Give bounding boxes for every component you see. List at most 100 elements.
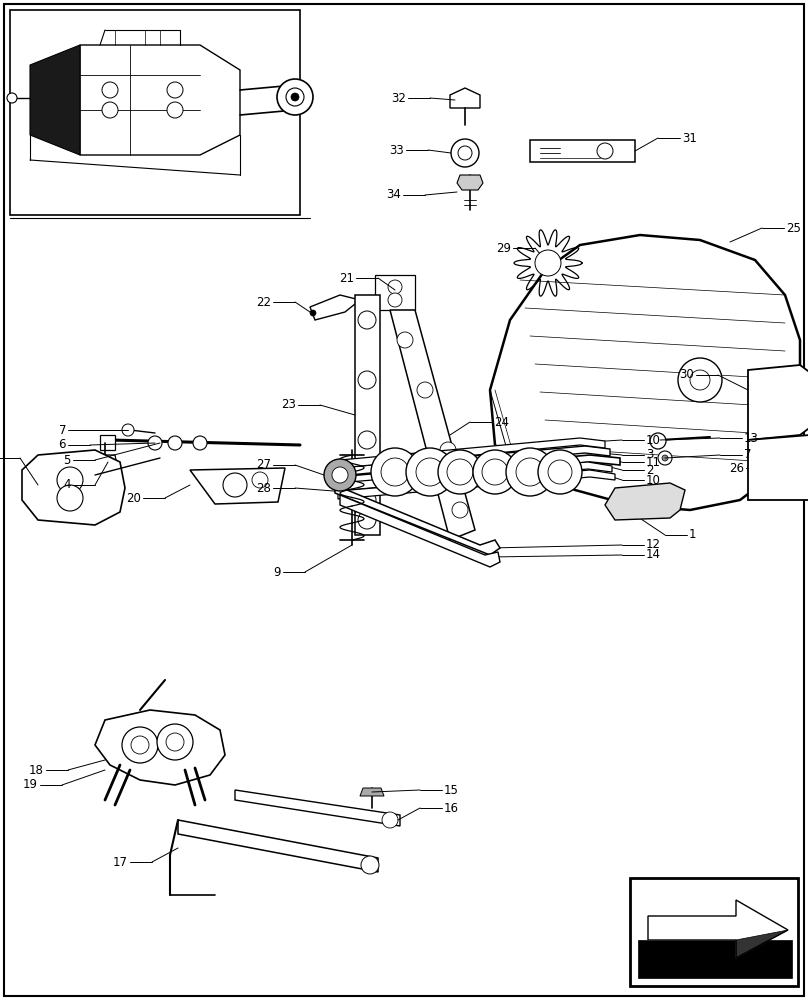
Text: 7: 7: [744, 448, 751, 462]
Polygon shape: [360, 788, 384, 796]
Circle shape: [451, 139, 479, 167]
Circle shape: [535, 250, 561, 276]
Text: 23: 23: [281, 398, 296, 412]
Polygon shape: [338, 470, 615, 499]
Text: 21: 21: [339, 271, 354, 284]
Polygon shape: [530, 140, 635, 162]
Text: 29: 29: [496, 241, 511, 254]
Polygon shape: [638, 940, 792, 978]
Circle shape: [167, 82, 183, 98]
Circle shape: [122, 424, 134, 436]
Text: 11: 11: [646, 456, 661, 468]
Circle shape: [452, 502, 468, 518]
Polygon shape: [340, 438, 605, 468]
Polygon shape: [736, 930, 788, 958]
Circle shape: [358, 431, 376, 449]
Polygon shape: [337, 462, 612, 491]
Text: 22: 22: [256, 296, 271, 308]
Circle shape: [371, 448, 419, 496]
Circle shape: [122, 727, 158, 763]
Circle shape: [473, 450, 517, 494]
Circle shape: [291, 93, 299, 101]
Polygon shape: [335, 455, 620, 485]
Text: 15: 15: [444, 784, 459, 796]
Polygon shape: [355, 295, 380, 535]
Polygon shape: [178, 820, 378, 872]
Circle shape: [397, 332, 413, 348]
Circle shape: [416, 458, 444, 486]
Circle shape: [440, 442, 456, 458]
Polygon shape: [335, 485, 500, 555]
Circle shape: [382, 812, 398, 828]
Circle shape: [358, 371, 376, 389]
Polygon shape: [340, 495, 500, 567]
Circle shape: [167, 102, 183, 118]
Text: 10: 10: [646, 474, 661, 487]
Circle shape: [358, 311, 376, 329]
Text: 13: 13: [744, 432, 759, 444]
Circle shape: [690, 370, 710, 390]
Bar: [630, 878, 798, 986]
Circle shape: [678, 358, 722, 402]
Bar: [10, 10, 300, 215]
Text: 12: 12: [646, 538, 661, 552]
Circle shape: [388, 293, 402, 307]
Circle shape: [438, 450, 482, 494]
Text: 34: 34: [386, 188, 401, 202]
Circle shape: [277, 79, 313, 115]
Polygon shape: [80, 45, 240, 155]
Text: 5: 5: [64, 454, 71, 466]
Polygon shape: [190, 468, 285, 504]
Circle shape: [57, 467, 83, 493]
Circle shape: [324, 459, 356, 491]
Text: 2: 2: [646, 464, 654, 477]
Text: 33: 33: [389, 143, 404, 156]
Polygon shape: [30, 45, 80, 155]
Polygon shape: [457, 175, 483, 190]
Circle shape: [458, 146, 472, 160]
Polygon shape: [95, 710, 225, 785]
Text: 6: 6: [58, 438, 66, 452]
Text: 28: 28: [256, 482, 271, 494]
Text: 14: 14: [646, 548, 661, 562]
Text: 20: 20: [126, 491, 141, 504]
Circle shape: [102, 102, 118, 118]
Circle shape: [388, 280, 402, 294]
Text: 32: 32: [391, 92, 406, 104]
Text: 4: 4: [64, 479, 71, 491]
Circle shape: [548, 460, 572, 484]
Circle shape: [57, 485, 83, 511]
Circle shape: [538, 450, 582, 494]
Circle shape: [223, 473, 247, 497]
Circle shape: [148, 436, 162, 450]
Polygon shape: [235, 790, 400, 826]
Circle shape: [168, 436, 182, 450]
Text: 19: 19: [23, 778, 38, 792]
Text: 18: 18: [29, 764, 44, 776]
Text: 30: 30: [680, 368, 694, 381]
Text: 7: 7: [58, 424, 66, 436]
Circle shape: [516, 458, 544, 486]
Circle shape: [332, 467, 348, 483]
Circle shape: [131, 736, 149, 754]
Circle shape: [252, 472, 268, 488]
Circle shape: [102, 82, 118, 98]
Polygon shape: [390, 310, 475, 540]
Text: 3: 3: [646, 448, 654, 462]
Text: 1: 1: [689, 528, 696, 542]
Circle shape: [166, 733, 184, 751]
Polygon shape: [648, 900, 788, 958]
Circle shape: [482, 459, 508, 485]
Circle shape: [447, 459, 473, 485]
Polygon shape: [450, 88, 480, 108]
Circle shape: [506, 448, 554, 496]
Polygon shape: [375, 275, 415, 310]
Polygon shape: [100, 435, 115, 450]
Text: 17: 17: [113, 856, 128, 868]
Circle shape: [358, 491, 376, 509]
Polygon shape: [748, 435, 808, 500]
Circle shape: [406, 448, 454, 496]
Circle shape: [381, 458, 409, 486]
Text: 16: 16: [444, 802, 459, 814]
Polygon shape: [96, 455, 117, 465]
